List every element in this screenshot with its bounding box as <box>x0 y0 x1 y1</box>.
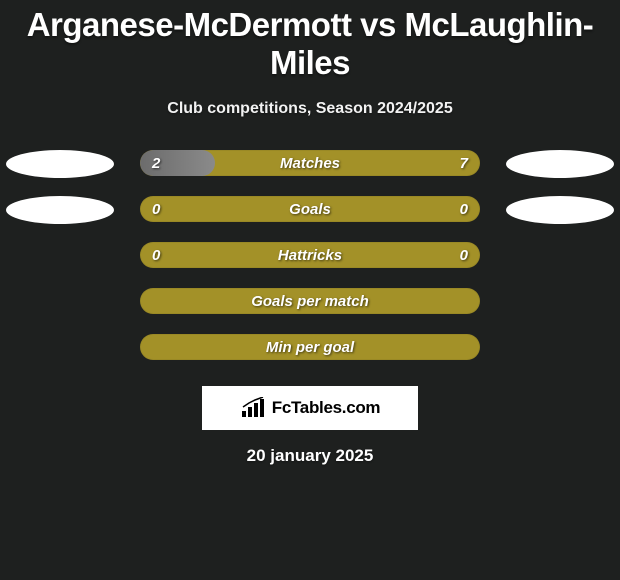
player-right-ellipse <box>506 196 614 224</box>
date-text: 20 january 2025 <box>0 446 620 466</box>
stat-bar: Min per goal <box>140 334 480 360</box>
stat-row: Min per goal <box>0 334 620 380</box>
stat-row: 27Matches <box>0 150 620 196</box>
stats-rows: 27Matches00Goals00HattricksGoals per mat… <box>0 150 620 380</box>
player-left-ellipse <box>6 196 114 224</box>
logo-box: FcTables.com <box>202 386 418 430</box>
stat-row: 0 0Hattricks <box>0 242 620 288</box>
stat-bar: 0 0Goals <box>140 196 480 222</box>
stat-right-value: 7 <box>460 150 468 176</box>
stat-left-value: 0 <box>152 196 160 222</box>
stat-row: 0 0Goals <box>0 196 620 242</box>
stat-bar: 27Matches <box>140 150 480 176</box>
stat-label: Goals per match <box>140 288 480 314</box>
stat-label: Hattricks <box>140 242 480 268</box>
stat-row: Goals per match <box>0 288 620 334</box>
page-title: Arganese-McDermott vs McLaughlin-Miles <box>0 0 620 82</box>
stat-bar: Goals per match <box>140 288 480 314</box>
subtitle: Club competitions, Season 2024/2025 <box>0 100 620 118</box>
chart-icon <box>240 397 268 419</box>
logo-text: FcTables.com <box>272 398 381 418</box>
stat-right-value: 0 <box>460 242 468 268</box>
stat-label: Min per goal <box>140 334 480 360</box>
player-right-ellipse <box>506 150 614 178</box>
stat-left-value: 0 <box>152 242 160 268</box>
stat-right-value: 0 <box>460 196 468 222</box>
stat-label: Goals <box>140 196 480 222</box>
stat-bar: 0 0Hattricks <box>140 242 480 268</box>
player-left-ellipse <box>6 150 114 178</box>
stat-bar-left-fill <box>140 150 215 176</box>
